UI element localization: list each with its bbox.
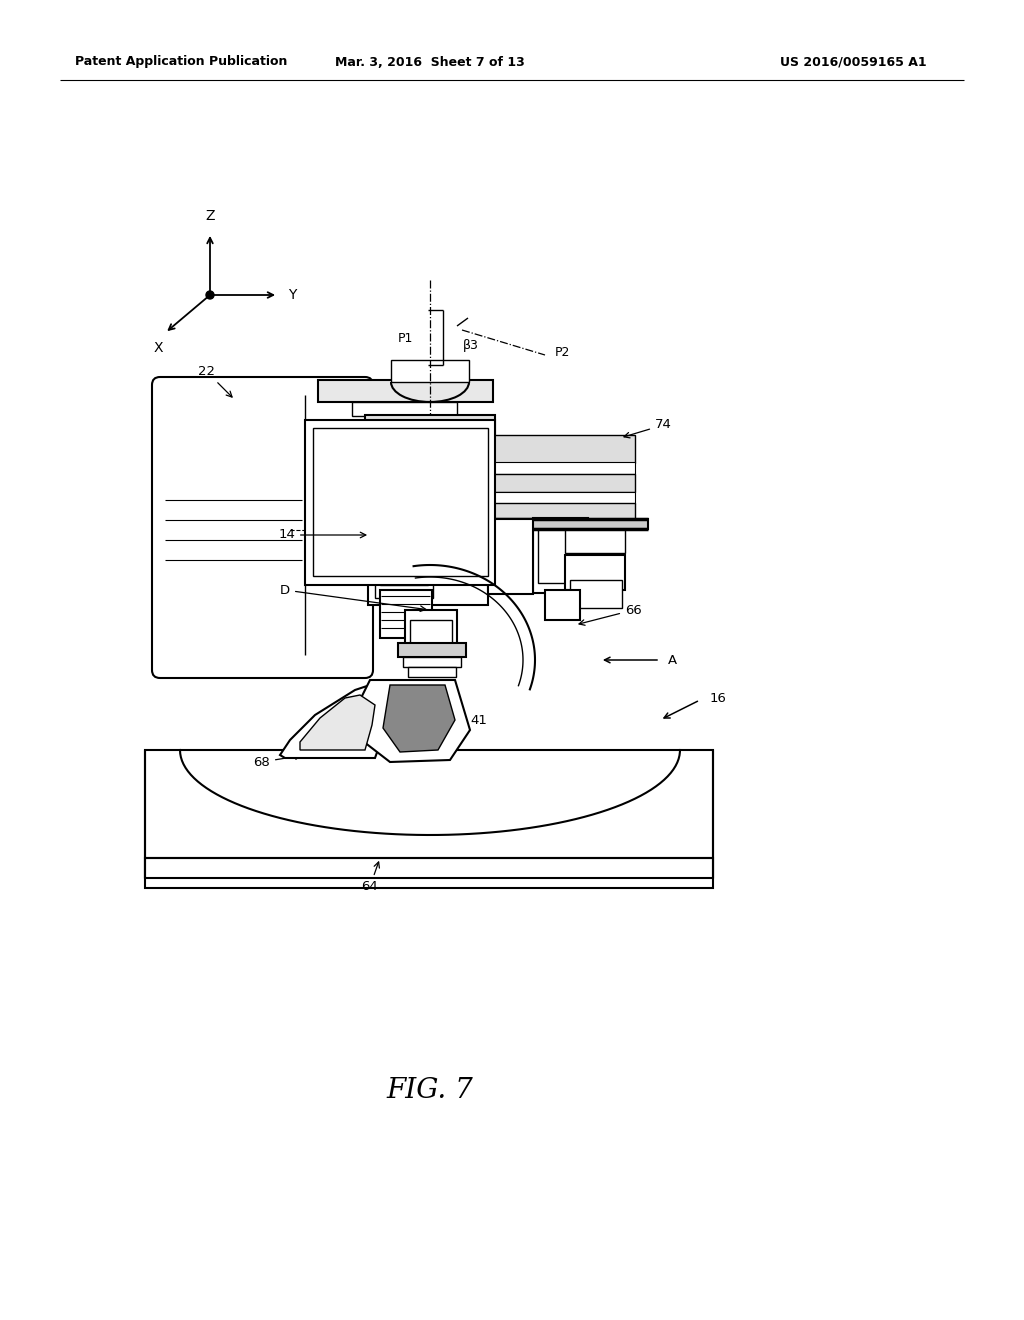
Circle shape: [206, 290, 214, 300]
Text: Patent Application Publication: Patent Application Publication: [75, 55, 288, 69]
Bar: [375, 436, 485, 453]
Bar: [565, 554, 625, 590]
Bar: [490, 492, 635, 504]
Bar: [410, 620, 452, 655]
Text: 22: 22: [198, 366, 232, 397]
Bar: [318, 380, 493, 403]
Bar: [380, 531, 428, 585]
Bar: [490, 462, 635, 474]
Bar: [488, 519, 534, 594]
Bar: [380, 590, 432, 638]
Polygon shape: [280, 685, 390, 758]
Bar: [538, 523, 580, 583]
Polygon shape: [300, 696, 375, 750]
Text: 14: 14: [279, 528, 366, 541]
Text: A: A: [668, 653, 677, 667]
Text: P2: P2: [555, 346, 570, 359]
Text: 66: 66: [579, 603, 642, 626]
Bar: [380, 453, 480, 475]
Bar: [408, 667, 456, 677]
Text: 16: 16: [710, 692, 727, 705]
FancyBboxPatch shape: [152, 378, 373, 678]
Bar: [565, 528, 625, 553]
Bar: [313, 428, 488, 576]
Text: 64: 64: [361, 862, 380, 894]
Bar: [406, 610, 457, 665]
Bar: [145, 858, 713, 888]
Bar: [400, 450, 435, 515]
Bar: [368, 510, 488, 605]
Text: Z: Z: [205, 209, 215, 223]
Bar: [391, 360, 469, 381]
Bar: [534, 517, 588, 593]
Bar: [375, 517, 433, 598]
Text: 68: 68: [253, 754, 301, 768]
Bar: [490, 474, 635, 492]
Text: X: X: [154, 341, 163, 355]
Text: D: D: [280, 583, 426, 611]
Bar: [490, 436, 635, 463]
Bar: [398, 643, 466, 657]
Bar: [490, 503, 635, 519]
Text: Mar. 3, 2016  Sheet 7 of 13: Mar. 3, 2016 Sheet 7 of 13: [335, 55, 525, 69]
Polygon shape: [383, 685, 455, 752]
Bar: [305, 420, 495, 585]
Bar: [570, 579, 622, 609]
Text: FIG. 7: FIG. 7: [387, 1077, 473, 1104]
Bar: [545, 590, 580, 620]
Bar: [488, 519, 648, 529]
Bar: [403, 657, 461, 667]
Text: β3: β3: [463, 338, 479, 351]
Text: P1: P1: [397, 331, 413, 345]
Bar: [145, 750, 713, 878]
Bar: [352, 403, 457, 416]
Bar: [365, 414, 495, 436]
Polygon shape: [355, 680, 470, 762]
Text: Y: Y: [288, 288, 296, 302]
Text: 41: 41: [436, 714, 486, 741]
Polygon shape: [180, 750, 680, 836]
Text: 74: 74: [624, 418, 672, 438]
Text: US 2016/0059165 A1: US 2016/0059165 A1: [780, 55, 927, 69]
